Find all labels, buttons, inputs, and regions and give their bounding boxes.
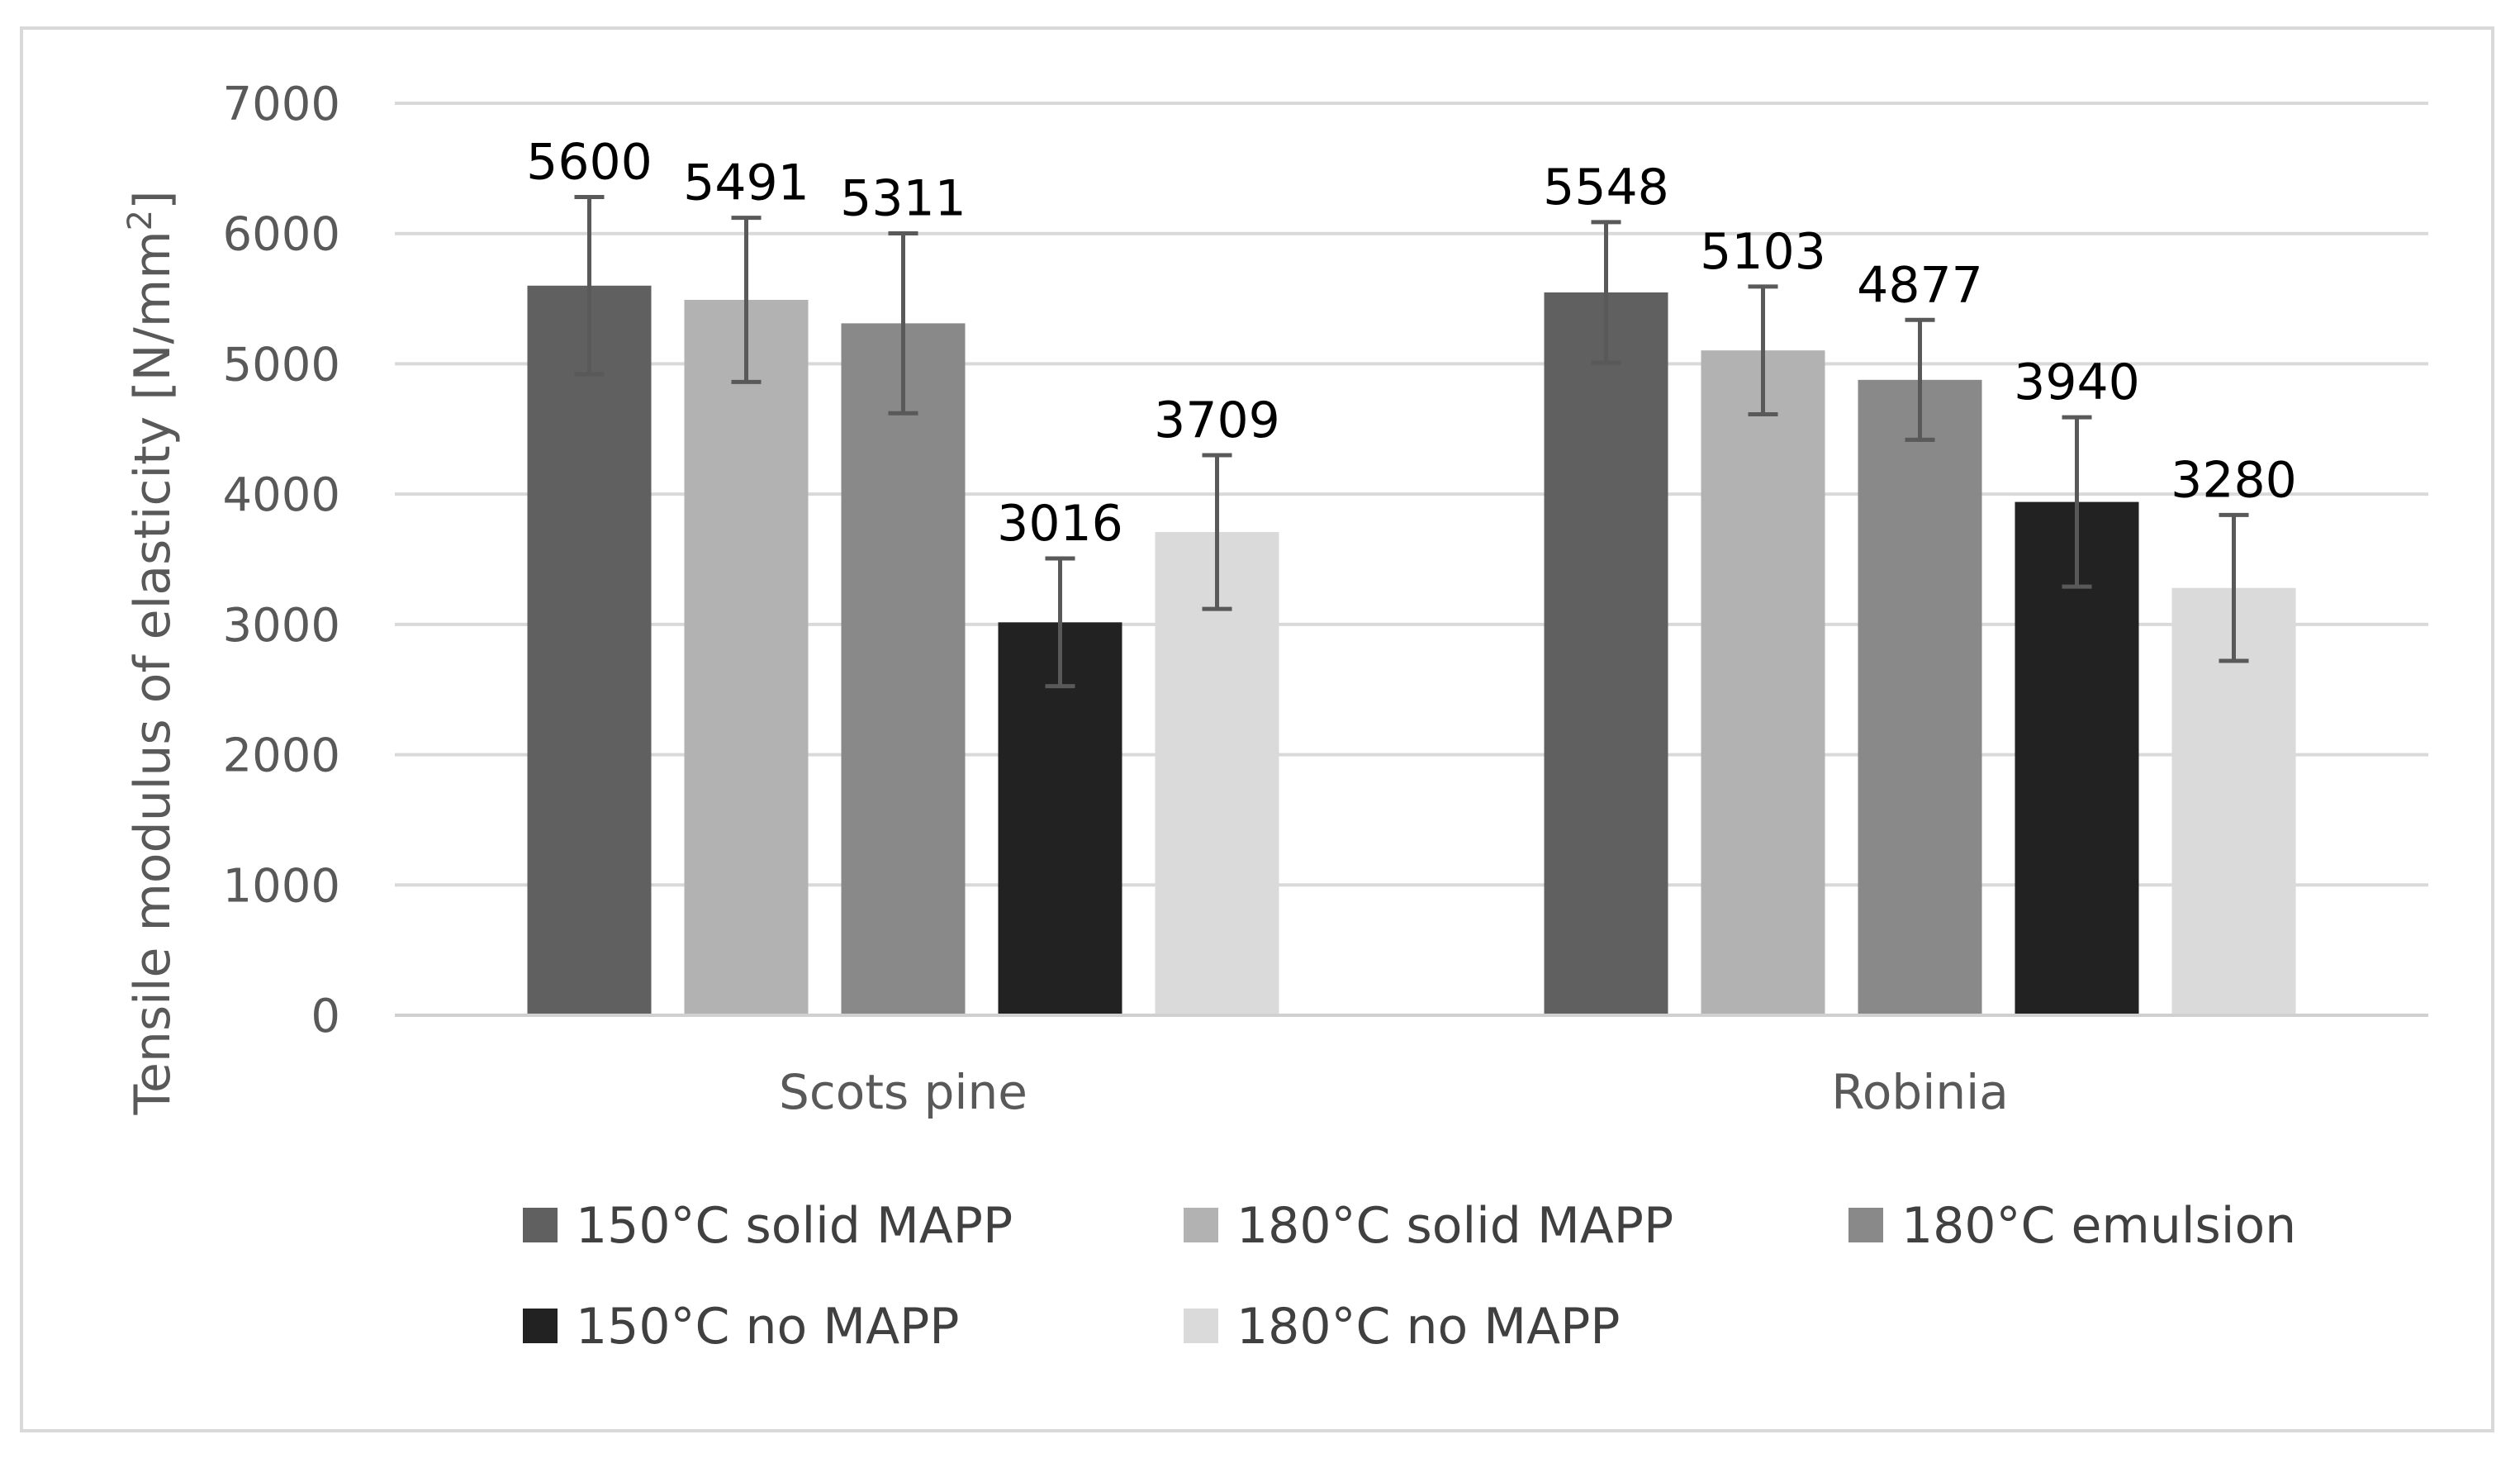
data-label: 3016 (997, 495, 1123, 553)
y-axis-title: Tensile modulus of elasticity [N/mm2] (121, 190, 182, 1115)
legend-item: 180°C no MAPP (1184, 1298, 1620, 1356)
data-label: 5311 (840, 170, 966, 228)
category-label: Scots pine (779, 1064, 1027, 1120)
error-bar (1202, 453, 1232, 611)
y-tick-label: 5000 (222, 338, 340, 392)
legend: 150°C solid MAPP 180°C solid MAPP 180°C em… (523, 1197, 2296, 1356)
data-label: 3709 (1154, 392, 1280, 449)
legend-label: 180°C solid MAPP (1236, 1197, 1673, 1255)
legend-label: 180°C emulsion (1901, 1197, 2296, 1255)
legend-label: 180°C no MAPP (1236, 1298, 1620, 1356)
legend-item: 150°C solid MAPP (523, 1197, 1013, 1255)
legend-swatch (1184, 1309, 1218, 1343)
data-label: 5491 (683, 154, 809, 212)
y-axis-ticks: 0 1000 2000 3000 4000 5000 6000 7000 (222, 78, 340, 1043)
y-tick-label: 7000 (222, 78, 340, 131)
legend-label: 150°C no MAPP (576, 1298, 959, 1356)
y-axis-title-superscript: 2 (121, 210, 159, 230)
y-axis-title-main: Tensile modulus of elasticity [N/mm (124, 230, 182, 1115)
category-labels: Scots pine Robinia (779, 1064, 2009, 1120)
legend-swatch (1184, 1208, 1218, 1242)
bar (684, 299, 809, 1015)
legend-swatch (523, 1309, 558, 1343)
error-bar (1591, 220, 1621, 365)
y-tick-label: 1000 (222, 859, 340, 913)
y-tick-label: 0 (311, 990, 340, 1043)
data-label: 3940 (2014, 354, 2140, 411)
data-label: 4877 (1857, 256, 1983, 314)
error-bar (1748, 284, 1778, 416)
category-label: Robinia (1831, 1064, 2009, 1120)
y-tick-label: 3000 (222, 599, 340, 653)
y-tick-label: 4000 (222, 468, 340, 522)
bars (527, 285, 2296, 1016)
bar (1858, 379, 1982, 1016)
error-bars (574, 195, 2249, 689)
legend-swatch (523, 1208, 558, 1242)
bar (527, 285, 652, 1015)
bar (1155, 532, 1279, 1015)
y-axis-title-suffix: ] (124, 190, 182, 209)
legend-item: 180°C solid MAPP (1184, 1197, 1673, 1255)
y-tick-label: 6000 (222, 208, 340, 262)
data-label: 3280 (2171, 451, 2297, 509)
bar (1544, 292, 1668, 1016)
legend-item: 180°C emulsion (1848, 1197, 2296, 1255)
y-tick-label: 2000 (222, 729, 340, 783)
data-label: 5103 (1700, 223, 1826, 281)
error-bar (1905, 317, 1935, 442)
data-label: 5600 (526, 134, 653, 192)
data-label: 5548 (1543, 159, 1669, 216)
legend-label: 150°C solid MAPP (576, 1197, 1013, 1255)
error-bar (1045, 556, 1075, 689)
error-bar (574, 195, 605, 377)
error-bar (2219, 512, 2249, 663)
bar (1701, 350, 1825, 1016)
data-labels: 5600 5491 5311 3016 3709 5548 5103 4877 3940 3280 (526, 134, 2297, 553)
bar (841, 323, 966, 1016)
legend-item: 150°C no MAPP (523, 1298, 959, 1356)
error-bar (2062, 415, 2092, 589)
error-bar (731, 216, 762, 384)
error-bar (888, 231, 918, 416)
legend-swatch (1848, 1208, 1883, 1242)
